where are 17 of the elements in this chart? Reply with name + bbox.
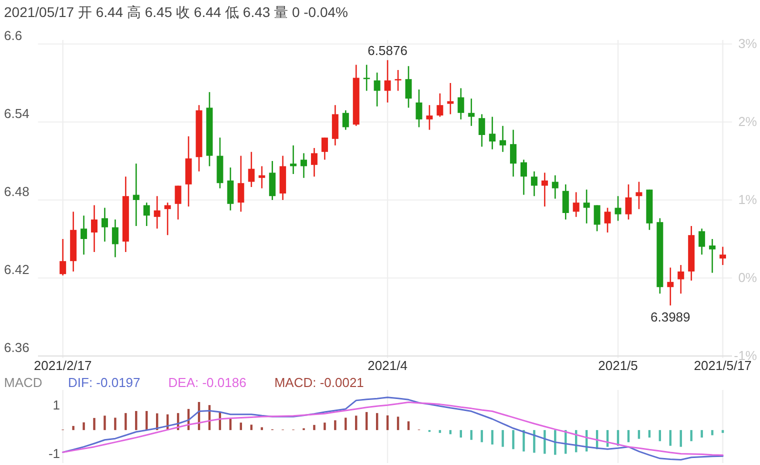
- chart-title: MACD: [4, 375, 42, 390]
- text: DEA: -0.0186: [168, 375, 246, 390]
- annotation: 6.5876: [368, 43, 408, 58]
- y-tick-label: 1: [52, 397, 60, 412]
- x-tick-label: 2021/4: [368, 358, 408, 373]
- series-label: MACD: -0.0021: [274, 375, 364, 390]
- y-tick-label: -1: [48, 446, 60, 461]
- annotation: 6.3989: [650, 309, 690, 324]
- x-tick-label: 2021/2/17: [34, 358, 92, 373]
- y-tick-label: 6.54: [4, 106, 30, 121]
- y-tick-label: 6.42: [4, 262, 30, 277]
- text: DIF: -0.0197: [68, 375, 140, 390]
- y-tick-label: 6.36: [4, 340, 30, 355]
- chart-title: 2021/05/17 开 6.44 高 6.45 收 6.44 低 6.43 量 0 -0.04%: [4, 4, 348, 20]
- y-tick-label: 6.6: [4, 28, 22, 43]
- x-tick-label: 2021/5: [598, 358, 638, 373]
- y-tick-label: 6.48: [4, 184, 30, 199]
